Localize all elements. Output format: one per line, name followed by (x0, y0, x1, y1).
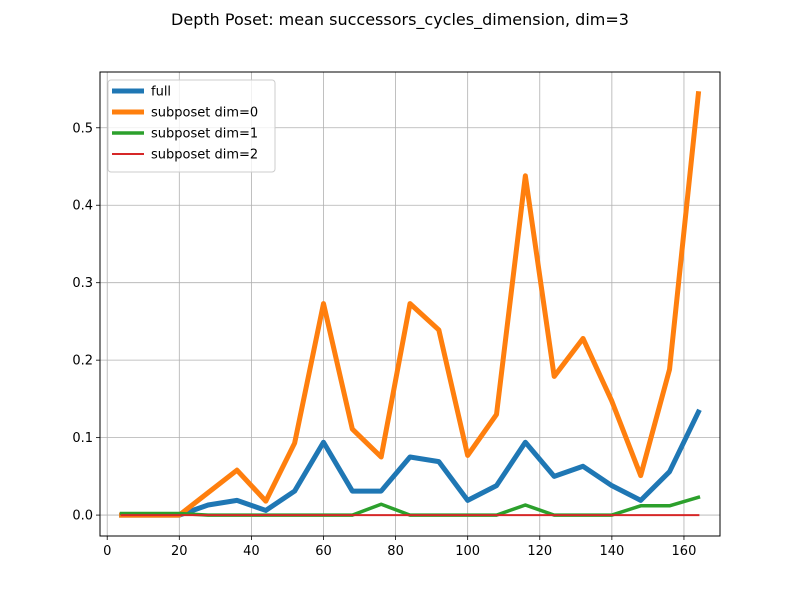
series-layer (119, 90, 702, 518)
plot-frame (99, 71, 721, 537)
legend-label-subposet-dim-2: subposet dim=2 (151, 148, 258, 163)
x-tick-label: 40 (243, 544, 260, 559)
y-axis: 0.0 0.1 0.2 0.3 0.4 0.5 (72, 121, 100, 524)
x-tick-label: 20 (171, 544, 188, 559)
series-line-subposet-dim-0 (119, 90, 702, 518)
x-tick-label: 80 (387, 544, 404, 559)
y-tick-label: 0.4 (72, 199, 93, 214)
y-tick-label: 0.2 (72, 354, 93, 369)
y-tick-label: 0.1 (72, 431, 93, 446)
x-axis: 0 20 40 60 80 100 120 140 160 (103, 536, 696, 559)
x-tick-label: 100 (455, 544, 480, 559)
x-tick-label: 60 (315, 544, 332, 559)
y-tick-label: 0.0 (72, 509, 93, 524)
legend-label-full: full (151, 85, 171, 100)
x-tick-label: 160 (672, 544, 697, 559)
legend-box (107, 79, 276, 173)
chart-title: Depth Poset: mean successors_cycles_dime… (171, 10, 629, 30)
x-tick-label: 0 (103, 544, 111, 559)
legend-label-subposet-dim-1: subposet dim=1 (151, 127, 258, 142)
legend: full subposet dim=0 subposet dim=1 subposet… (107, 79, 276, 173)
x-tick-label: 120 (527, 544, 552, 559)
y-tick-label: 0.5 (72, 121, 93, 136)
y-tick-label: 0.3 (72, 276, 93, 291)
x-tick-label: 140 (599, 544, 624, 559)
series-line-full (119, 408, 702, 518)
legend-label-subposet-dim-0: subposet dim=0 (151, 106, 258, 121)
